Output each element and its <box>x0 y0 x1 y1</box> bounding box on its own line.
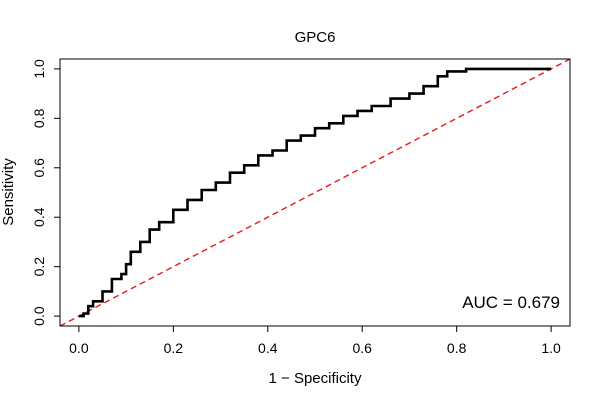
x-tick-label: 0.6 <box>352 340 372 356</box>
y-tick-label: 0.4 <box>31 207 47 227</box>
x-tick-label: 0.8 <box>447 340 467 356</box>
x-tick-label: 0.0 <box>69 340 89 356</box>
y-tick-label: 0.8 <box>31 108 47 128</box>
x-tick-label: 0.4 <box>258 340 278 356</box>
x-tick-label: 0.2 <box>164 340 184 356</box>
reference-diagonal-line <box>60 59 570 326</box>
y-tick-label: 1.0 <box>31 59 47 79</box>
y-tick-label: 0.0 <box>31 306 47 326</box>
plot-area-frame <box>59 58 571 327</box>
y-tick-label: 0.2 <box>31 257 47 277</box>
auc-annotation: AUC = 0.679 <box>462 293 560 312</box>
x-axis: 0.0 0.2 0.4 0.6 0.8 1.0 <box>69 325 561 356</box>
x-axis-label: 1 − Specificity <box>269 370 362 387</box>
y-tick-label: 0.6 <box>31 158 47 178</box>
x-tick-label: 1.0 <box>541 340 561 356</box>
y-axis: 0.0 0.2 0.4 0.6 0.8 1.0 <box>31 59 61 326</box>
y-axis-label: Sensitivity <box>0 158 17 226</box>
chart-title: GPC6 <box>295 29 336 46</box>
roc-curve-line <box>78 67 552 318</box>
